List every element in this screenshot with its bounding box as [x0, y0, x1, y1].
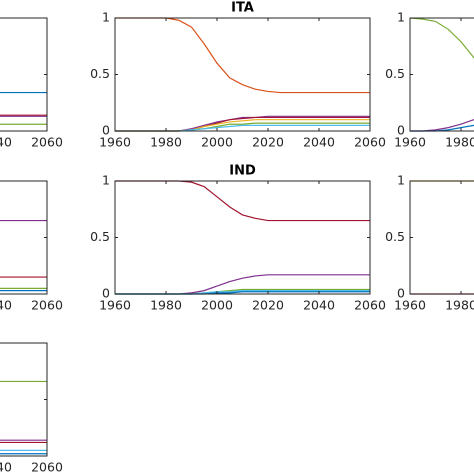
axes-background	[410, 18, 474, 131]
chart-title: IND	[229, 164, 256, 179]
axes-box	[409, 17, 474, 132]
x-tick-label: 2040	[303, 298, 335, 313]
series-line	[0, 441, 47, 444]
series-line	[0, 123, 47, 125]
series-line	[410, 124, 474, 132]
x-tick-label: 2060	[354, 298, 386, 313]
series-line	[0, 439, 47, 441]
y-tick-label: 1	[102, 173, 110, 188]
y-tick-label: 1	[397, 173, 405, 188]
x-tick-label: 2060	[31, 460, 63, 474]
y-tick-label: 0.5	[90, 229, 110, 244]
x-tick-label: 1980	[150, 298, 182, 313]
axes-box	[114, 180, 371, 295]
series-line	[0, 287, 47, 289]
axes-background	[115, 181, 370, 294]
series-line	[0, 453, 47, 455]
x-tick-label: 2040	[303, 135, 335, 150]
series-line	[409, 17, 474, 59]
axes-box	[0, 180, 48, 295]
y-tick-label: 1	[397, 10, 405, 25]
axes-background	[0, 343, 47, 456]
axes-background	[410, 181, 474, 294]
chart-title: ITA	[231, 1, 254, 16]
series-line	[0, 91, 47, 94]
y-tick-label: 0.5	[90, 66, 110, 81]
series-line	[0, 115, 47, 117]
x-tick-label: 2040	[0, 460, 12, 474]
series-line	[0, 219, 47, 222]
axes-box	[114, 17, 371, 132]
x-tick-label: 2060	[354, 135, 386, 150]
y-tick-label: 0	[102, 286, 110, 301]
y-tick-label: 0.5	[385, 229, 405, 244]
x-tick-label: 2040	[0, 298, 12, 313]
x-tick-label: 2040	[0, 135, 12, 150]
series-line	[0, 114, 47, 116]
y-tick-label: 0	[397, 286, 405, 301]
axes-background	[115, 18, 370, 131]
x-tick-label: 1960	[99, 298, 131, 313]
x-tick-label: 2020	[252, 298, 284, 313]
x-tick-label: 2000	[201, 298, 233, 313]
x-tick-label: 1960	[394, 298, 426, 313]
axes-background	[0, 18, 47, 131]
x-tick-label: 2000	[201, 135, 233, 150]
axes-box	[409, 180, 474, 295]
series-line	[0, 276, 47, 278]
y-tick-label: 0.5	[385, 66, 405, 81]
x-tick-label: 1980	[150, 135, 182, 150]
x-tick-label: 1980	[445, 135, 474, 150]
x-tick-label: 1960	[394, 135, 426, 150]
series-line	[0, 380, 47, 383]
axes-background	[0, 181, 47, 294]
x-tick-label: 2060	[31, 298, 63, 313]
x-tick-label: 2020	[252, 135, 284, 150]
series-line	[0, 449, 47, 451]
y-tick-label: 1	[102, 10, 110, 25]
y-tick-label: 0	[397, 123, 405, 138]
x-tick-label: 1960	[99, 135, 131, 150]
axes-box	[0, 342, 48, 457]
axes-box	[0, 17, 48, 132]
series-line	[410, 118, 474, 132]
series-line	[0, 290, 47, 292]
x-tick-label: 1980	[445, 298, 474, 313]
y-tick-label: 0	[102, 123, 110, 138]
x-tick-label: 2060	[31, 135, 63, 150]
